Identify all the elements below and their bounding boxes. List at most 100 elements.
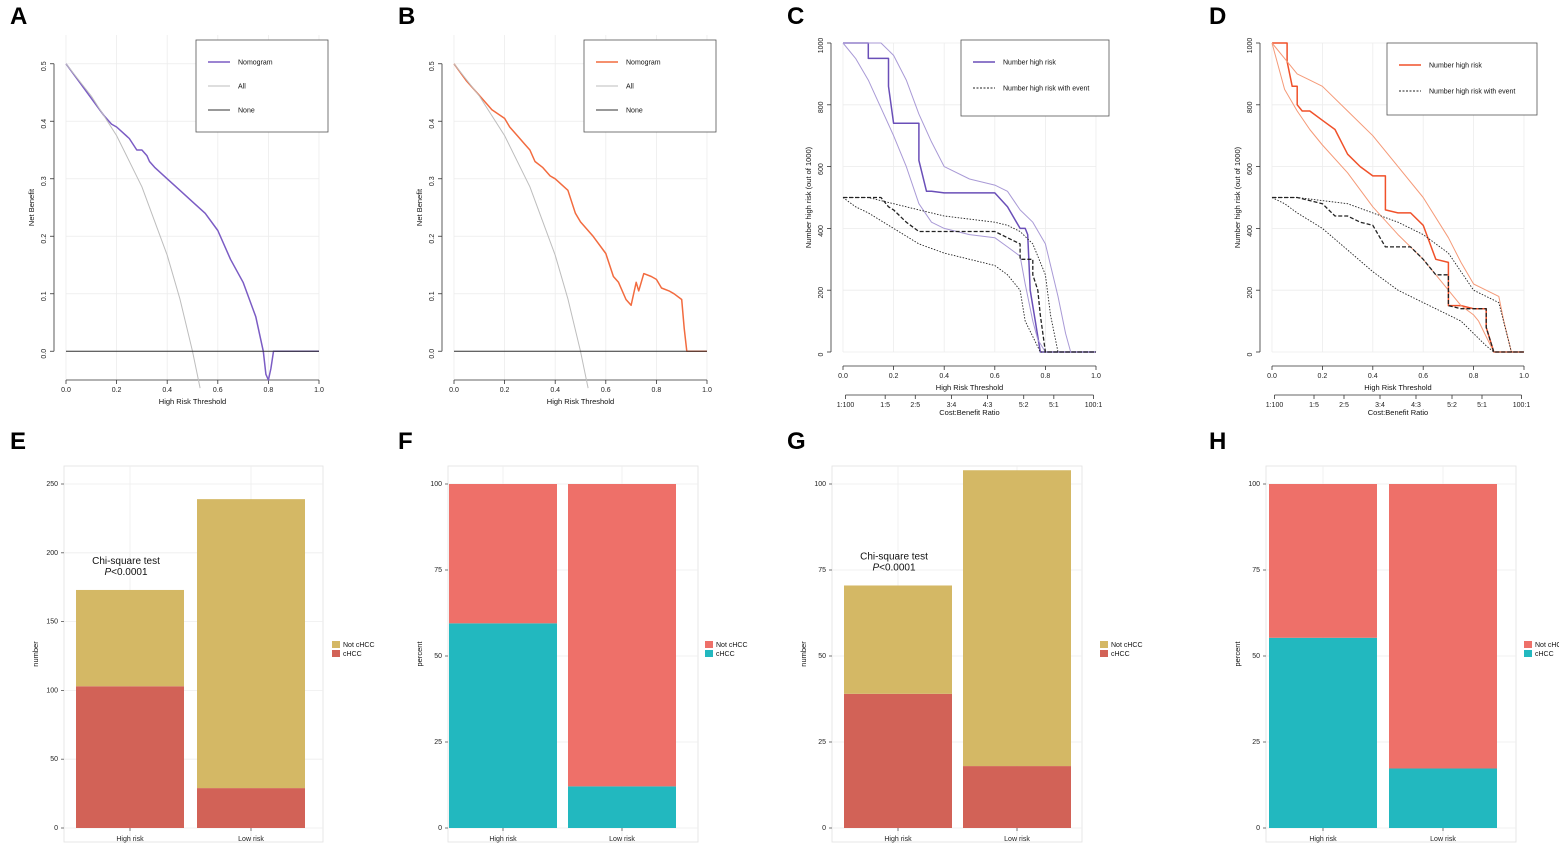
- annotation-chi-square: Chi-square test: [860, 551, 928, 562]
- y-tick-label: 0: [822, 825, 826, 832]
- x-tick-label: 0.8: [1469, 373, 1479, 380]
- bar-chcc-high-risk: [844, 693, 952, 828]
- x-tick-label: 0.0: [61, 387, 71, 394]
- series-line-number-high-risk-upper: [1271, 42, 1524, 353]
- y-axis-title: percent: [1233, 641, 1242, 667]
- chart-g: 0 25 50 75 100 number High risk Low risk Not cHC…: [799, 465, 1143, 843]
- y-axis-title: Number high risk (out of 1000): [804, 146, 813, 248]
- legend-label: Number high risk: [1429, 63, 1482, 70]
- annotation-chi-square: Chi-square test: [92, 556, 160, 567]
- y-tick-label: 0.1: [429, 291, 436, 301]
- x-tick-label: Low risk: [1004, 836, 1030, 843]
- x-axis-title: High Risk Threshold: [1364, 383, 1431, 392]
- y-tick-label: 0.3: [429, 176, 436, 186]
- legend-label: None: [238, 108, 255, 115]
- bar-chcc-low-risk: [568, 786, 676, 828]
- x2-tick-label: 2:5: [910, 402, 920, 409]
- y-tick-label: 250: [46, 481, 58, 488]
- x2-tick-label: 5:2: [1019, 402, 1029, 409]
- x2-tick-label: 2:5: [1339, 402, 1349, 409]
- x2-tick-label: 3:4: [1375, 402, 1385, 409]
- y-tick-label: 25: [434, 739, 442, 746]
- legend-box: [960, 39, 1110, 117]
- y-tick-label: 0: [54, 825, 58, 832]
- annotation-p-symbol: P: [872, 562, 879, 573]
- y-tick-label: 200: [46, 550, 58, 557]
- y-tick-label: 100: [46, 687, 58, 694]
- bar-not-chcc-low-risk: [568, 484, 676, 787]
- bar-chcc-high-risk: [1269, 637, 1377, 828]
- panel-label-d: D: [1209, 3, 1226, 30]
- x-tick-label: 0.0: [449, 387, 459, 394]
- y-tick-label: 0.3: [41, 176, 48, 186]
- x-axis-title: High Risk Threshold: [159, 397, 226, 406]
- x-tick-label: 0.8: [1041, 373, 1051, 380]
- x-tick-label: 0.2: [500, 387, 510, 394]
- y-tick-label: 50: [50, 756, 58, 763]
- bar-not-chcc-low-risk: [197, 499, 305, 789]
- x-tick-label: 1.0: [314, 387, 324, 394]
- x2-tick-label: 1:5: [880, 402, 890, 409]
- series-line-number-high-risk-with-event-lower: [1271, 197, 1524, 353]
- legend-label: Number high risk with event: [1003, 86, 1089, 93]
- legend-label: Number high risk with event: [1429, 89, 1515, 96]
- series-line-number-high-risk-with-event-upper: [1272, 197, 1524, 353]
- x2-tick-label: 5:1: [1049, 402, 1059, 409]
- legend-label: cHCC: [343, 651, 362, 658]
- x2-tick-label: 4:3: [983, 402, 993, 409]
- y-axis-title: Net Benefit: [27, 188, 36, 226]
- series-line-number-high-risk-with-event: [843, 196, 1096, 353]
- panel-label-b: B: [398, 3, 415, 30]
- x-tick-label: 0.2: [1318, 373, 1328, 380]
- annotation-p-symbol: P: [104, 567, 111, 578]
- x-tick-label: 1.0: [702, 387, 712, 394]
- y-tick-label: 200: [818, 287, 825, 299]
- bar-not-chcc-high-risk: [76, 589, 184, 687]
- x2-tick-label: 1:100: [837, 402, 855, 409]
- y-axis-title: number: [799, 641, 808, 667]
- series-line-all: [65, 63, 201, 389]
- x-tick-label: High risk: [489, 836, 517, 843]
- y-tick-label: 600: [1247, 163, 1254, 175]
- y-tick-label: 0.2: [41, 234, 48, 244]
- x-tick-label: Low risk: [238, 836, 264, 843]
- chart-c: 0.0 0.2 0.4 0.6 0.8 1.0 0 200 400 600 800 1000 High …: [804, 38, 1110, 417]
- legend-label: All: [626, 84, 634, 91]
- y-tick-label: 100: [814, 481, 826, 488]
- bar-not-chcc-high-risk: [449, 484, 557, 624]
- y-tick-label: 0.2: [429, 234, 436, 244]
- legend: Not cHCC cHCC: [1524, 641, 1559, 658]
- legend-swatch: [332, 650, 340, 657]
- x-tick-label: High risk: [116, 836, 144, 843]
- x-tick-label: 0.0: [1267, 373, 1277, 380]
- bar-chcc-low-risk: [1389, 768, 1497, 828]
- y-tick-label: 25: [818, 739, 826, 746]
- x-axis-title: High Risk Threshold: [936, 383, 1003, 392]
- annotation-p-threshold: <0.0001: [111, 567, 148, 578]
- x-tick-label: High risk: [884, 836, 912, 843]
- x-tick-label: 0.8: [264, 387, 274, 394]
- legend-swatch: [1100, 650, 1108, 657]
- legend-swatch: [1524, 641, 1532, 648]
- chart-f: 0 25 50 75 100 percent High risk Low risk Not cH…: [415, 465, 748, 843]
- x-tick-label: 0.6: [1418, 373, 1428, 380]
- y-tick-label: 75: [434, 567, 442, 574]
- y-tick-label: 600: [818, 163, 825, 175]
- y-tick-label: 0.0: [41, 349, 48, 359]
- y-axis-title: percent: [415, 641, 424, 667]
- bar-chcc-high-risk: [449, 623, 557, 828]
- y-tick-label: 0.5: [429, 61, 436, 71]
- annotation-p-threshold: <0.0001: [879, 562, 916, 573]
- legend-label: Number high risk: [1003, 60, 1056, 67]
- x-tick-label: 0.4: [550, 387, 560, 394]
- y-tick-label: 0: [1247, 352, 1254, 356]
- legend-label: cHCC: [1535, 651, 1554, 658]
- bar-not-chcc-low-risk: [963, 470, 1071, 767]
- y-axis-title: Net Benefit: [415, 188, 424, 226]
- y-tick-label: 800: [1247, 101, 1254, 113]
- x-tick-label: 1.0: [1519, 373, 1529, 380]
- y-tick-label: 75: [818, 567, 826, 574]
- x2-tick-label: 5:2: [1447, 402, 1457, 409]
- legend-swatch: [705, 650, 713, 657]
- bar-chcc-high-risk: [76, 686, 184, 828]
